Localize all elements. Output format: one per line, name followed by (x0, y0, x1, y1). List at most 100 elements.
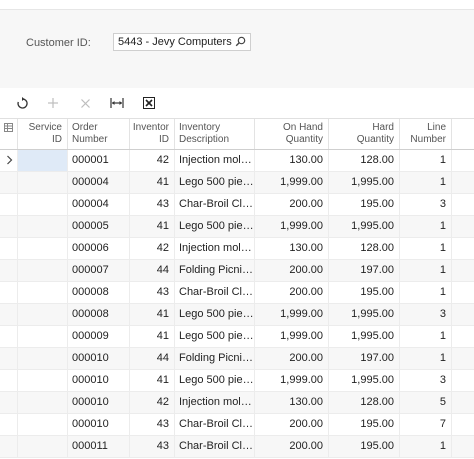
cell-on-hand-quantity[interactable]: 130.00 (255, 238, 329, 259)
table-row[interactable]: 000010 41 Lego 500 piec… 1,999.00 1,995.00 3 (0, 370, 474, 392)
cell-inventory-description[interactable]: Lego 500 piec… (175, 216, 255, 237)
cell-inventory-id[interactable]: 42 (130, 150, 175, 171)
cell-service-id[interactable] (18, 304, 68, 325)
row-selector[interactable] (0, 172, 18, 193)
delete-icon[interactable] (78, 96, 92, 110)
table-row[interactable]: 000006 42 Injection mold… 130.00 128.00 1 (0, 238, 474, 260)
table-row[interactable]: 000008 43 Char-Broil Cla… 200.00 195.00 1 (0, 282, 474, 304)
cell-service-id[interactable] (18, 260, 68, 281)
cell-on-hand-quantity[interactable]: 200.00 (255, 260, 329, 281)
cell-line-number[interactable]: 7 (400, 414, 452, 435)
cell-on-hand-quantity[interactable]: 1,999.00 (255, 326, 329, 347)
cell-hard-quantity[interactable]: 1,995.00 (329, 370, 400, 391)
header-service-id[interactable]: Service ID (18, 119, 68, 149)
cell-on-hand-quantity[interactable]: 1,999.00 (255, 304, 329, 325)
cell-on-hand-quantity[interactable]: 1,999.00 (255, 172, 329, 193)
cell-order-number[interactable]: 000010 (68, 348, 130, 369)
cell-inventory-description[interactable]: Injection mold… (175, 238, 255, 259)
cell-inventory-id[interactable]: 44 (130, 348, 175, 369)
cell-line-number[interactable]: 1 (400, 172, 452, 193)
cell-inventory-id[interactable]: 43 (130, 282, 175, 303)
cell-line-number[interactable]: 1 (400, 348, 452, 369)
cell-inventory-id[interactable]: 41 (130, 370, 175, 391)
cell-inventory-description[interactable]: Lego 500 piec… (175, 304, 255, 325)
cell-service-id[interactable] (18, 282, 68, 303)
cell-order-number[interactable]: 000009 (68, 326, 130, 347)
cell-line-number[interactable]: 1 (400, 436, 452, 457)
cell-order-number[interactable]: 000005 (68, 216, 130, 237)
cell-inventory-description[interactable]: Lego 500 piec… (175, 172, 255, 193)
customer-id-selector[interactable]: 5443 - Jevy Computers (113, 33, 251, 51)
cell-line-number[interactable]: 3 (400, 370, 452, 391)
row-selector[interactable] (0, 194, 18, 215)
cell-inventory-description[interactable]: Folding Picnic… (175, 348, 255, 369)
header-hard-quantity[interactable]: Hard Quantity (329, 119, 400, 149)
cell-hard-quantity[interactable]: 195.00 (329, 194, 400, 215)
cell-hard-quantity[interactable]: 1,995.00 (329, 304, 400, 325)
cell-on-hand-quantity[interactable]: 200.00 (255, 348, 329, 369)
cell-on-hand-quantity[interactable]: 130.00 (255, 150, 329, 171)
cell-hard-quantity[interactable]: 197.00 (329, 348, 400, 369)
cell-service-id[interactable] (18, 194, 68, 215)
fit-columns-icon[interactable] (110, 96, 124, 110)
cell-inventory-description[interactable]: Char-Broil Cla… (175, 194, 255, 215)
table-row[interactable]: 000011 43 Char-Broil Cla… 200.00 195.00 1 (0, 436, 474, 458)
table-row[interactable]: 000010 43 Char-Broil Cla… 200.00 195.00 7 (0, 414, 474, 436)
cell-hard-quantity[interactable]: 197.00 (329, 260, 400, 281)
cell-line-number[interactable]: 1 (400, 238, 452, 259)
cell-service-id[interactable] (18, 370, 68, 391)
cell-hard-quantity[interactable]: 128.00 (329, 238, 400, 259)
row-selector[interactable] (0, 304, 18, 325)
cell-order-number[interactable]: 000004 (68, 172, 130, 193)
cell-inventory-description[interactable]: Lego 500 piec… (175, 326, 255, 347)
cell-service-id[interactable] (18, 150, 68, 171)
refresh-icon[interactable] (15, 96, 29, 110)
cell-hard-quantity[interactable]: 1,995.00 (329, 216, 400, 237)
table-row[interactable]: 000004 41 Lego 500 piec… 1,999.00 1,995.00 1 (0, 172, 474, 194)
cell-inventory-description[interactable]: Lego 500 piec… (175, 370, 255, 391)
row-selector[interactable] (0, 216, 18, 237)
cell-line-number[interactable]: 3 (400, 194, 452, 215)
column-settings-icon[interactable] (0, 119, 18, 149)
cell-on-hand-quantity[interactable]: 200.00 (255, 436, 329, 457)
cell-inventory-description[interactable]: Char-Broil Cla… (175, 436, 255, 457)
cell-order-number[interactable]: 000010 (68, 392, 130, 413)
table-row[interactable]: 000007 44 Folding Picnic… 200.00 197.00 1 (0, 260, 474, 282)
cell-hard-quantity[interactable]: 195.00 (329, 436, 400, 457)
cell-inventory-description[interactable]: Injection mold… (175, 392, 255, 413)
cell-line-number[interactable]: 3 (400, 304, 452, 325)
table-row[interactable]: 000005 41 Lego 500 piec… 1,999.00 1,995.00 1 (0, 216, 474, 238)
cell-line-number[interactable]: 1 (400, 150, 452, 171)
cell-line-number[interactable]: 1 (400, 216, 452, 237)
cell-order-number[interactable]: 000008 (68, 282, 130, 303)
cell-order-number[interactable]: 000011 (68, 436, 130, 457)
table-row[interactable]: 000010 44 Folding Picnic… 200.00 197.00 1 (0, 348, 474, 370)
cell-on-hand-quantity[interactable]: 1,999.00 (255, 216, 329, 237)
table-row[interactable]: 000009 41 Lego 500 piec… 1,999.00 1,995.00 1 (0, 326, 474, 348)
cell-service-id[interactable] (18, 414, 68, 435)
cell-order-number[interactable]: 000010 (68, 414, 130, 435)
cell-order-number[interactable]: 000001 (68, 150, 130, 171)
cell-inventory-description[interactable]: Folding Picnic… (175, 260, 255, 281)
cell-service-id[interactable] (18, 216, 68, 237)
cell-service-id[interactable] (18, 436, 68, 457)
row-selector[interactable] (0, 348, 18, 369)
row-selector[interactable] (0, 436, 18, 457)
cell-service-id[interactable] (18, 348, 68, 369)
header-on-hand-quantity[interactable]: On Hand Quantity (255, 119, 329, 149)
row-selector[interactable] (0, 414, 18, 435)
cell-order-number[interactable]: 000004 (68, 194, 130, 215)
cell-inventory-id[interactable]: 42 (130, 392, 175, 413)
table-row[interactable]: 000004 43 Char-Broil Cla… 200.00 195.00 3 (0, 194, 474, 216)
cell-on-hand-quantity[interactable]: 1,999.00 (255, 370, 329, 391)
search-icon[interactable] (235, 36, 246, 50)
cell-hard-quantity[interactable]: 1,995.00 (329, 326, 400, 347)
cell-on-hand-quantity[interactable]: 200.00 (255, 194, 329, 215)
export-excel-icon[interactable] (142, 96, 156, 110)
cell-hard-quantity[interactable]: 128.00 (329, 392, 400, 413)
table-row[interactable]: 000010 42 Injection mold… 130.00 128.00 5 (0, 392, 474, 414)
row-selector-chevron-icon[interactable] (0, 150, 18, 171)
table-row[interactable]: 000001 42 Injection mold… 130.00 128.00 1 (0, 150, 474, 172)
cell-line-number[interactable]: 1 (400, 260, 452, 281)
header-order-number[interactable]: Order Number (68, 119, 130, 149)
